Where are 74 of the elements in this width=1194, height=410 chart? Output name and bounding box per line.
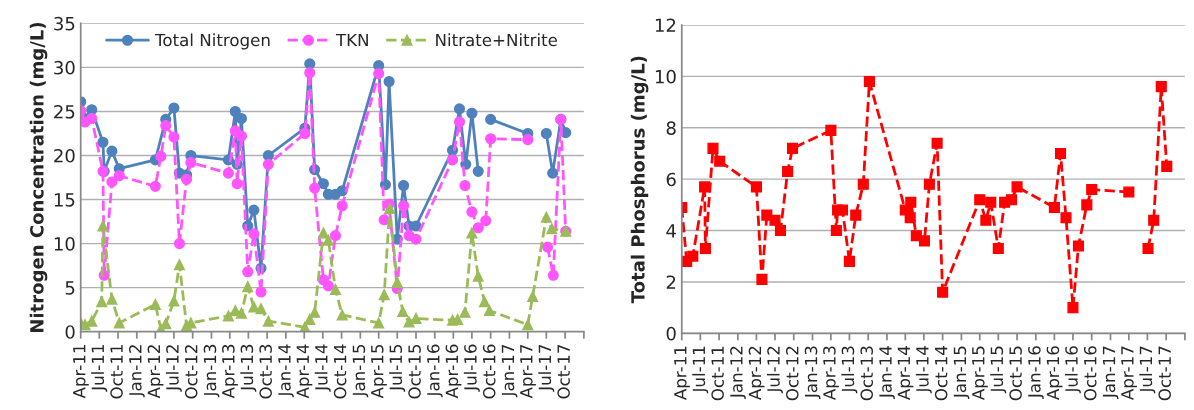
x-tick-label: Jan-17 [1102, 346, 1119, 399]
y-tick-label: 35 [54, 16, 75, 31]
x-tick-label: Oct-11 [711, 346, 724, 401]
x-tick-label: Jul-12 [165, 345, 182, 392]
x-tick-label: Jul-15 [990, 346, 1007, 394]
x-tick-label: Jul-14 [915, 346, 932, 394]
x-tick-label: Jan-14 [879, 346, 895, 399]
x-tick-label: Apr-13 [222, 344, 238, 399]
x-tick-label: Jul-14 [314, 344, 331, 392]
x-tick-label: Oct-17 [557, 344, 570, 399]
x-tick-label: Jan-12 [129, 345, 145, 398]
x-tick-label: Apr-14 [897, 346, 914, 400]
x-tick-label: Oct-11 [110, 345, 123, 399]
x-tick-label: Jan-14 [278, 344, 294, 398]
y-tick-label: 12 [655, 18, 676, 32]
y-axis-title: Total Phosphorus (mg/L) [630, 56, 649, 304]
x-tick-label: Apr-11 [674, 346, 690, 400]
x-tick-label: Jul-15 [389, 344, 406, 392]
y-tick-label: 10 [54, 237, 75, 251]
x-tick-label: Apr-13 [823, 346, 839, 400]
x-tick-label: Jan-15 [953, 346, 970, 399]
x-tick-label: Jan-16 [427, 344, 443, 398]
y-tick-label: 0 [666, 326, 676, 341]
x-tick-label: Jan-15 [352, 344, 369, 398]
x-tick-label: Jan-17 [501, 344, 518, 398]
x-tick-label: Jul-13 [841, 346, 858, 394]
x-tick-label: Oct-12 [785, 346, 799, 401]
y-tick-label: 8 [666, 121, 676, 135]
x-tick-label: Apr-16 [445, 344, 462, 399]
y-tick-label: 4 [666, 224, 676, 238]
x-tick-label: Apr-15 [972, 346, 988, 400]
x-tick-label: Jul-16 [1064, 346, 1081, 394]
x-tick-label: Oct-15 [1009, 346, 1022, 401]
legend-label: TKN [335, 33, 368, 47]
y-tick-label: 20 [54, 148, 75, 163]
x-tick-label: Apr-17 [520, 344, 536, 399]
y-tick-label: 30 [54, 60, 75, 75]
x-tick-label: Oct-14 [934, 346, 948, 401]
x-tick-label: Apr-12 [748, 346, 765, 400]
y-tick-label: 5 [65, 281, 75, 295]
y-tick-label: 15 [54, 193, 75, 207]
x-tick-label: Jul-17 [1139, 346, 1156, 394]
x-tick-label: Jul-12 [766, 346, 783, 394]
y-tick-label: 0 [65, 325, 75, 339]
x-tick-label: Oct-17 [1158, 346, 1171, 401]
y-tick-label: 6 [666, 172, 676, 187]
x-tick-label: Apr-11 [73, 345, 89, 399]
x-tick-label: Jul-16 [463, 344, 480, 392]
x-tick-label: Jul-13 [240, 344, 257, 392]
x-tick-label: Oct-14 [333, 344, 347, 399]
y-tick-label: 10 [655, 69, 676, 84]
x-tick-label: Oct-16 [482, 344, 496, 399]
x-tick-label: Oct-16 [1083, 346, 1097, 401]
x-tick-label: Jul-11 [91, 345, 108, 392]
x-tick-label: Oct-15 [408, 344, 421, 399]
x-tick-label: Jul-11 [692, 346, 709, 394]
y-tick-label: 25 [54, 104, 75, 119]
x-tick-label: Oct-13 [259, 344, 272, 399]
x-tick-label: Jul-17 [538, 344, 555, 392]
x-tick-label: Jan-12 [730, 346, 746, 399]
x-tick-label: Oct-13 [860, 346, 874, 401]
x-tick-label: Apr-16 [1046, 346, 1063, 400]
legend-label: Nitrate+Nitrite [436, 33, 557, 47]
x-tick-label: Apr-17 [1121, 346, 1137, 400]
legend-label: Total Nitrogen [154, 33, 270, 50]
y-axis-title: Nitrogen Concentration (mg/L) [29, 22, 48, 333]
x-tick-label: Jan-16 [1028, 346, 1044, 399]
x-tick-label: Jan-13 [804, 346, 821, 399]
x-tick-label: Apr-14 [296, 344, 313, 399]
x-tick-label: Apr-12 [147, 345, 164, 399]
x-tick-label: Oct-12 [184, 345, 198, 399]
x-tick-label: Apr-15 [371, 344, 387, 399]
y-tick-label: 2 [666, 275, 676, 289]
x-tick-label: Jan-13 [203, 344, 220, 398]
